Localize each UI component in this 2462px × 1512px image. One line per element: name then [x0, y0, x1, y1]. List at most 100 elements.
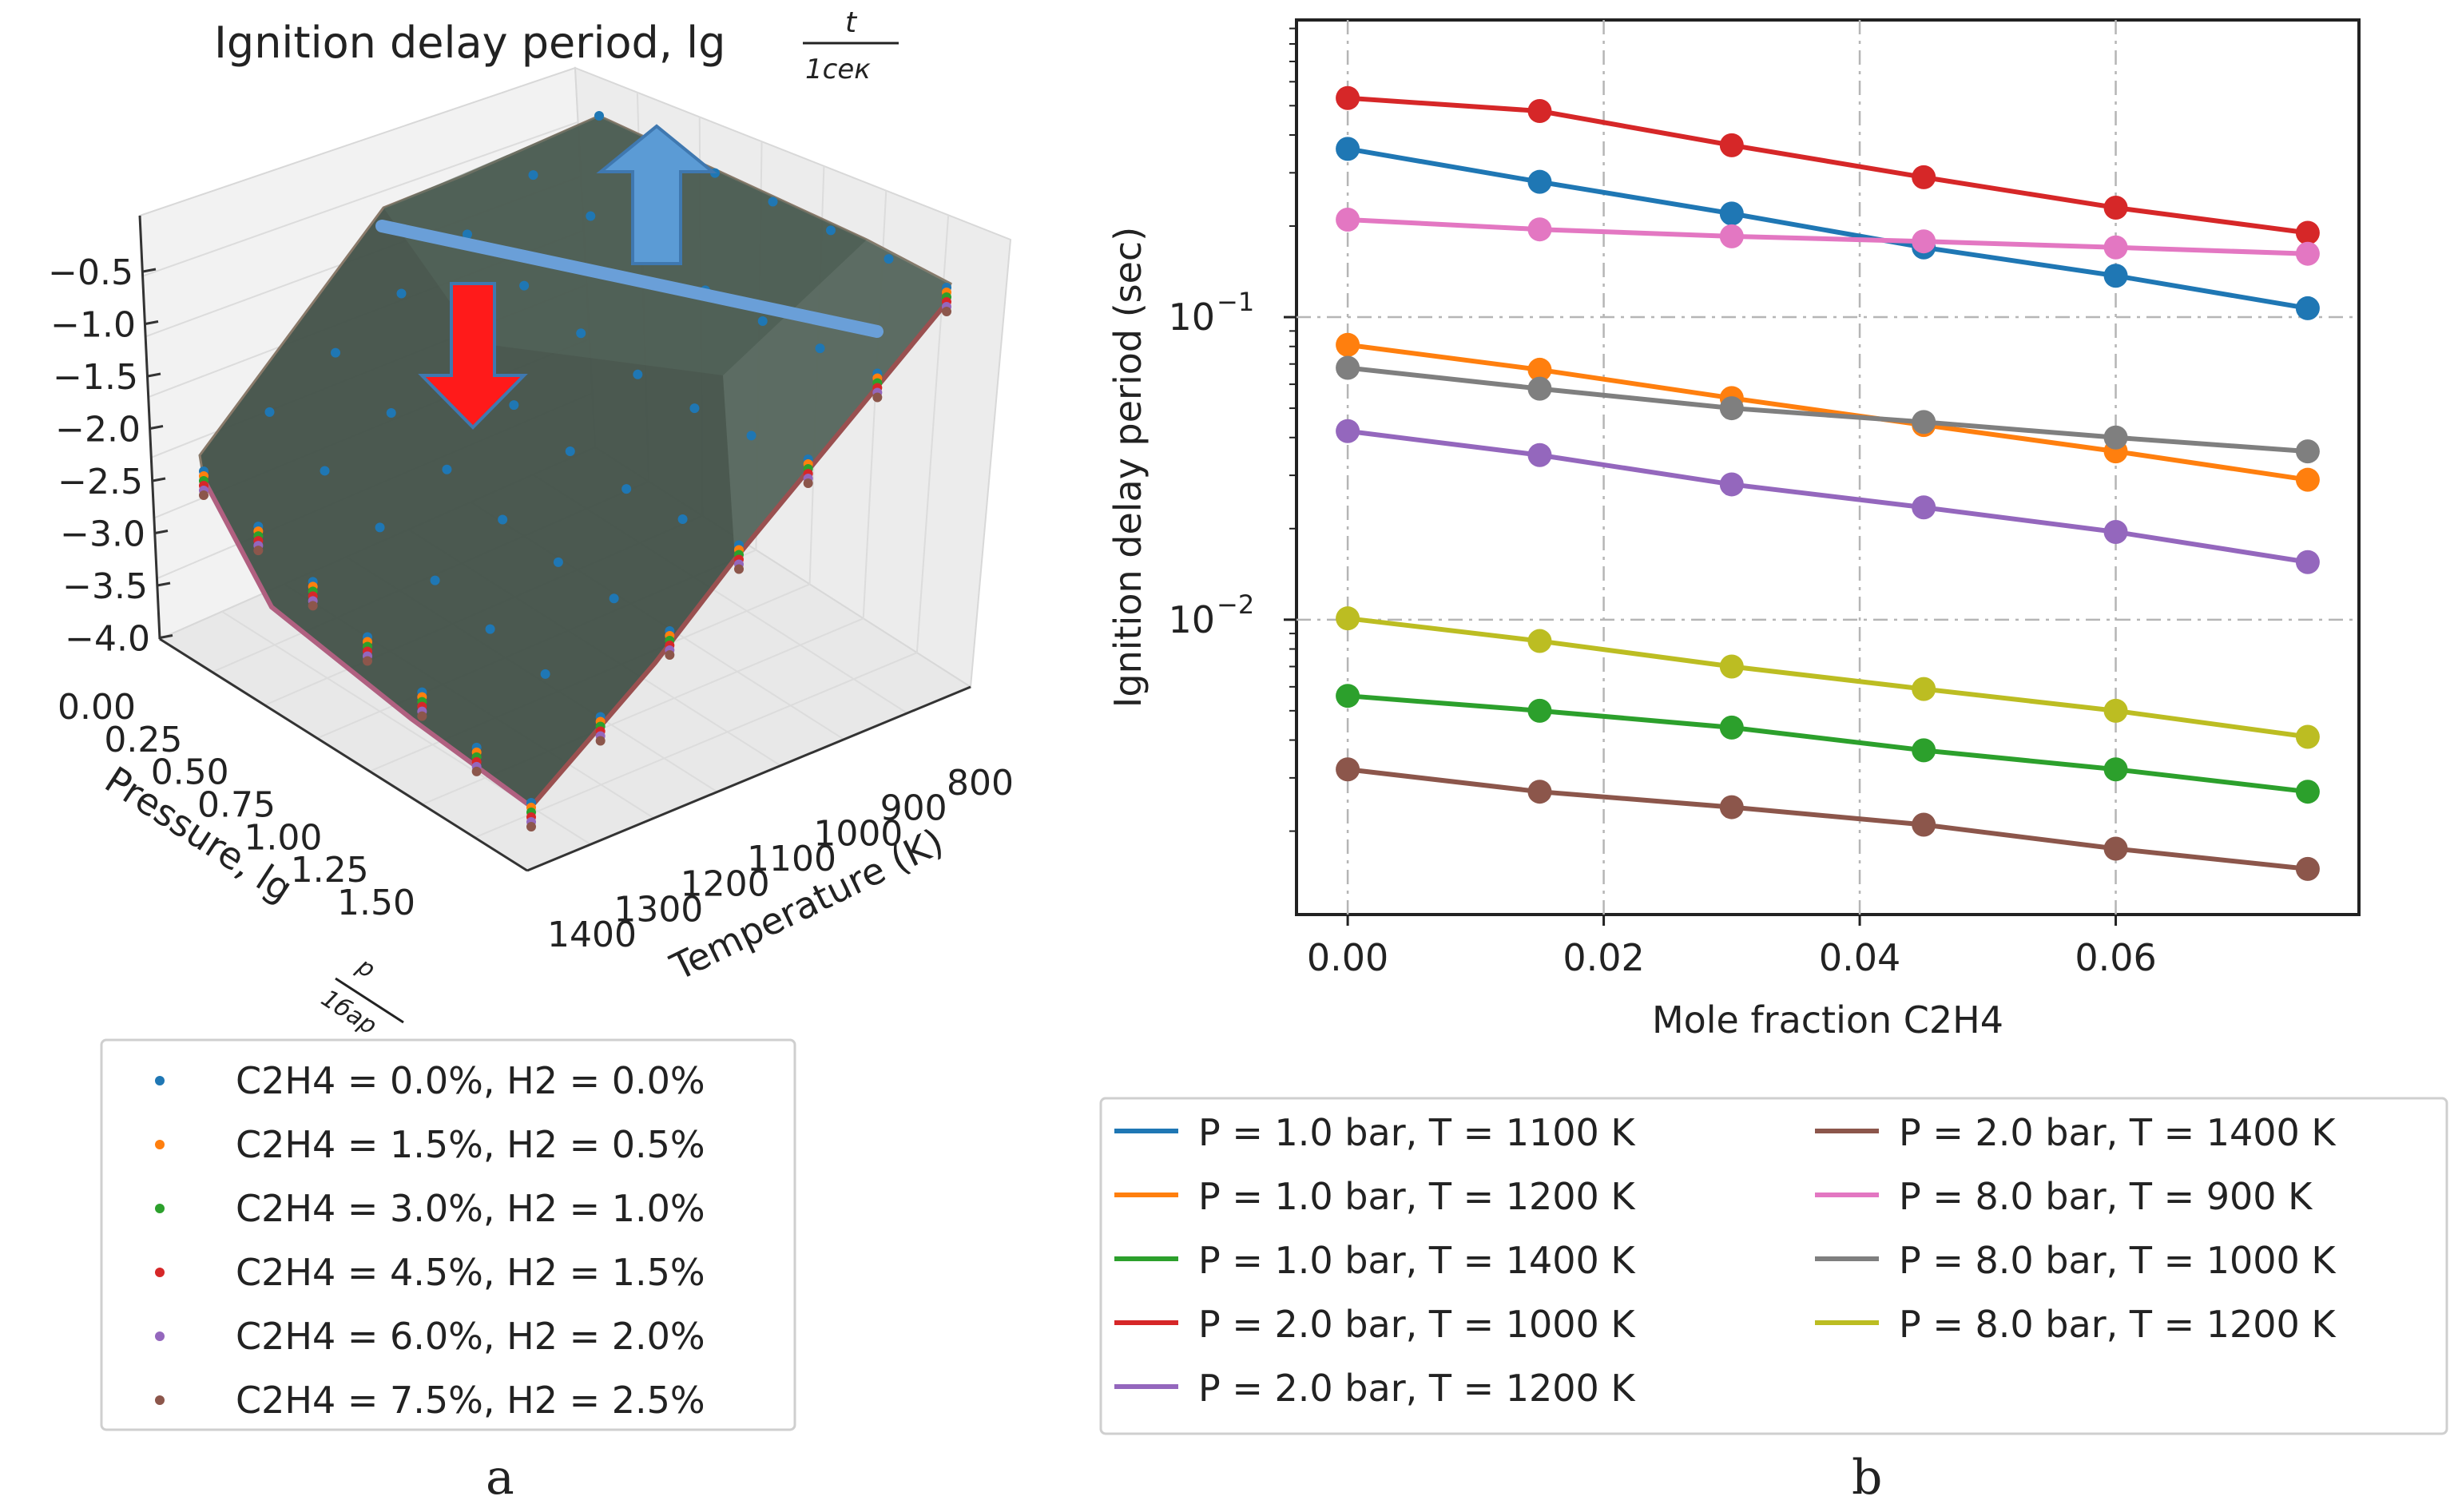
surface-point — [442, 464, 452, 474]
surface-point — [519, 280, 530, 291]
series-point — [2103, 235, 2128, 260]
temperature-tick-label: 900 — [880, 788, 947, 829]
surface-point — [665, 650, 675, 660]
panel-a-surface-edge-left — [201, 478, 533, 809]
legend-marker — [155, 1268, 165, 1277]
temperature-tick-label: 1100 — [747, 839, 836, 879]
surface-point — [396, 288, 407, 299]
series-line — [1347, 767, 2309, 871]
surface-point — [528, 170, 538, 181]
series-point — [1336, 684, 1360, 708]
series-point — [2103, 836, 2128, 861]
surface-point — [498, 514, 508, 525]
surface-point — [576, 328, 586, 339]
series-point — [1336, 355, 1360, 380]
series-line — [1347, 342, 2309, 482]
series-point — [2295, 550, 2320, 574]
series-line — [1347, 146, 2309, 311]
temperature-tick-label: 1400 — [547, 915, 637, 955]
legend-label: P = 2.0 bar, T = 1000 K — [1198, 1303, 1636, 1346]
panel-b-legend — [1099, 1097, 2448, 1435]
surface-point — [526, 822, 536, 831]
series-point — [1527, 169, 1552, 194]
z-tick-mark — [159, 634, 173, 639]
surface-point — [386, 408, 396, 419]
panel-a-pressure-label-numerator: p — [351, 952, 380, 984]
series-point — [1527, 217, 1552, 242]
series-point — [1527, 442, 1552, 467]
panel-a-pressure-axis-line — [159, 637, 528, 872]
surface-point — [375, 522, 385, 533]
pressure-tick-label: 1.00 — [244, 817, 322, 858]
series-line — [1347, 217, 2309, 256]
surface-point — [746, 431, 756, 441]
series-point — [2295, 780, 2320, 804]
panel-b-x-ticks: 0.00 0.02 0.04 0.06 — [1307, 915, 2157, 979]
z-tick-label: −0.5 — [48, 252, 133, 293]
panel-a-label: a — [486, 1450, 514, 1506]
panel-a-pressure-label-denominator: 1бар — [316, 984, 382, 1040]
series-point — [1719, 715, 1744, 740]
z-tick-mark — [149, 425, 164, 430]
surface-point — [595, 736, 606, 746]
series-point — [1719, 654, 1744, 679]
panel-a-title-numerator: t — [845, 6, 858, 39]
series-point — [2295, 467, 2320, 492]
z-tick-mark — [142, 268, 157, 273]
temperature-tick-label: 1000 — [813, 813, 903, 854]
series-point — [1912, 677, 1936, 701]
panel-a-legend — [100, 1038, 796, 1431]
series-point — [2103, 425, 2128, 450]
z-tick-mark — [147, 372, 161, 378]
surface-point — [826, 225, 836, 236]
panel-b-ylabel: Ignition delay period (sec) — [1106, 227, 1150, 708]
y-tick-base: 10 — [1168, 296, 1215, 339]
legend-label: C2H4 = 0.0%, H2 = 0.0% — [236, 1059, 705, 1102]
panel-a-surface-facet-right — [723, 240, 951, 559]
z-tick-mark — [152, 477, 166, 482]
surface-point — [430, 575, 440, 585]
legend-label: P = 1.0 bar, T = 1400 K — [1198, 1239, 1636, 1282]
surface-point — [803, 478, 813, 488]
legend-label: P = 2.0 bar, T = 1400 K — [1899, 1111, 2337, 1154]
legend-marker — [155, 1140, 165, 1149]
surface-point — [331, 347, 340, 358]
z-tick-mark — [145, 320, 159, 325]
z-tick-mark — [157, 581, 171, 587]
series-point — [2295, 439, 2320, 464]
panel-a-annotation-line — [375, 220, 884, 338]
panel-b-series — [1336, 85, 2320, 881]
legend-label: P = 1.0 bar, T = 1200 K — [1198, 1175, 1636, 1218]
series-point — [1719, 396, 1744, 421]
series-line — [1347, 616, 2309, 740]
series-point — [1336, 332, 1360, 357]
panel-b-label: b — [1852, 1450, 1882, 1506]
series-point — [2103, 698, 2128, 723]
panel-a-3d-chart: Ignition delay period, lg t 1сек −0.5 −1.… — [48, 6, 1014, 1506]
surface-point — [320, 466, 330, 476]
z-tick-label: −2.5 — [58, 462, 143, 502]
legend-marker — [155, 1331, 165, 1341]
legend-label: C2H4 = 4.5%, H2 = 1.5% — [236, 1251, 705, 1294]
panel-a-legend-items: C2H4 = 0.0%, H2 = 0.0% C2H4 = 1.5%, H2 = … — [155, 1059, 705, 1422]
y-tick-base: 10 — [1168, 598, 1215, 641]
series-point — [2103, 264, 2128, 288]
series-point — [1912, 812, 1936, 837]
legend-label: C2H4 = 7.5%, H2 = 2.5% — [236, 1379, 705, 1422]
series-point — [1527, 698, 1552, 723]
legend-label: P = 8.0 bar, T = 1000 K — [1899, 1239, 2337, 1282]
surface-point — [264, 407, 275, 417]
surface-point — [884, 254, 894, 264]
z-tick-label: −1.0 — [50, 305, 136, 346]
panel-a-scatter-points — [199, 111, 951, 831]
pressure-tick-label: 0.25 — [104, 720, 182, 760]
series-line — [1347, 428, 2309, 565]
series-point — [1719, 795, 1744, 819]
panel-a-z-axis-line — [138, 215, 161, 640]
surface-point — [363, 656, 372, 666]
series-point — [1336, 208, 1360, 232]
series-point — [2103, 519, 2128, 544]
panel-a-z-ticks: −0.5 −1.0 −1.5 −2.0 −2.5 −3.0 −3.5 −4.0 — [48, 252, 173, 660]
